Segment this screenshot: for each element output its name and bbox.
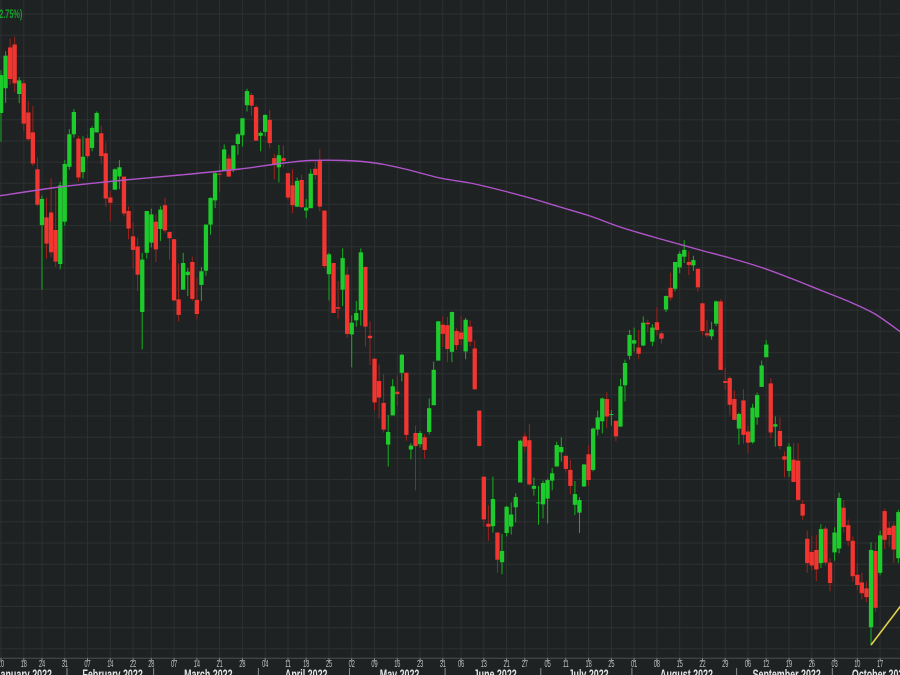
svg-text:September 2022: September 2022	[753, 668, 821, 675]
svg-text:07: 07	[171, 658, 178, 669]
svg-text:01: 01	[631, 658, 638, 669]
svg-text:June 2022: June 2022	[474, 668, 517, 675]
svg-text:18: 18	[585, 658, 592, 669]
svg-text:16: 16	[394, 658, 401, 669]
svg-text:August 2022: August 2022	[660, 668, 713, 675]
svg-text:14: 14	[107, 658, 114, 669]
svg-text:July 2022: July 2022	[569, 668, 609, 675]
svg-text:October 2022: October 2022	[852, 668, 900, 675]
svg-text:25: 25	[608, 658, 615, 669]
svg-text:24: 24	[39, 658, 46, 669]
svg-text:11: 11	[285, 658, 291, 669]
svg-text:10: 10	[0, 658, 4, 669]
svg-text:18: 18	[21, 658, 28, 669]
svg-text:31: 31	[440, 658, 447, 669]
svg-text:25: 25	[326, 658, 333, 669]
svg-text:28: 28	[239, 658, 246, 669]
svg-text:31: 31	[62, 658, 69, 669]
svg-text:13: 13	[481, 658, 488, 669]
svg-text:April 2022: April 2022	[285, 668, 328, 675]
svg-text:22: 22	[130, 658, 137, 669]
svg-text:02: 02	[349, 658, 356, 669]
svg-text:19: 19	[786, 658, 793, 669]
svg-text:29: 29	[722, 658, 729, 669]
svg-text:03: 03	[831, 658, 838, 669]
svg-text:10: 10	[854, 658, 861, 669]
svg-text:January 2022: January 2022	[0, 668, 52, 675]
svg-text:11: 11	[563, 658, 569, 669]
svg-text:12: 12	[763, 658, 770, 669]
svg-text:17: 17	[877, 658, 884, 669]
svg-text:04: 04	[262, 658, 269, 669]
svg-text:May 2022: May 2022	[380, 668, 420, 675]
svg-text:18: 18	[303, 658, 310, 669]
svg-text:23: 23	[417, 658, 424, 669]
svg-text:08: 08	[654, 658, 661, 669]
svg-text:05: 05	[544, 658, 551, 669]
svg-text:February 2022: February 2022	[82, 668, 142, 675]
svg-text:21: 21	[503, 658, 510, 669]
svg-text:09: 09	[371, 658, 378, 669]
svg-text:22: 22	[699, 658, 706, 669]
svg-text:15: 15	[677, 658, 684, 669]
svg-text:26: 26	[809, 658, 816, 669]
svg-text:14: 14	[194, 658, 201, 669]
svg-text:06: 06	[458, 658, 465, 669]
svg-text:07: 07	[84, 658, 91, 669]
svg-text:27: 27	[522, 658, 529, 669]
svg-text:21: 21	[216, 658, 223, 669]
svg-text:28: 28	[148, 658, 155, 669]
svg-text:06: 06	[745, 658, 752, 669]
svg-text:March 2022: March 2022	[184, 668, 232, 675]
svg-text:(+2.75%): (+2.75%)	[0, 8, 22, 21]
